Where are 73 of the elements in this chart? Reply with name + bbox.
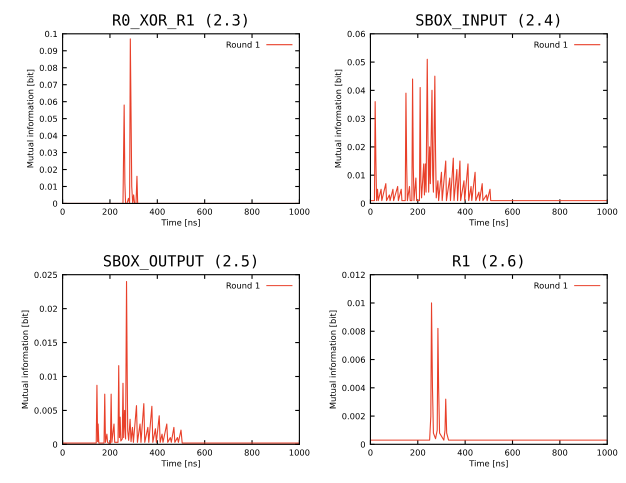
y-tick-label: 0.005 — [34, 407, 58, 414]
x-tick-label: 600 — [505, 208, 520, 215]
x-axis-title: Time [ns] — [469, 460, 508, 468]
y-tick-label: 0.02 — [40, 306, 57, 312]
legend-label: Round 1 — [534, 282, 568, 289]
x-tick-label: 1000 — [598, 208, 618, 215]
x-tick-label: 1000 — [290, 449, 310, 456]
y-axis-title: Mutual information [bit] — [22, 310, 30, 408]
y-tick-label: 0.03 — [348, 116, 365, 122]
x-tick-label: 800 — [552, 208, 568, 215]
y-tick-label: 0.02 — [348, 144, 365, 150]
x-tick-label: 600 — [197, 449, 212, 456]
x-tick-label: 600 — [197, 208, 212, 215]
y-tick-label: 0.01 — [348, 300, 365, 306]
x-tick-label: 0 — [60, 208, 65, 215]
chart-title: SBOX_OUTPUT (2.5) — [104, 254, 256, 270]
x-tick-label: 400 — [150, 208, 165, 215]
y-tick-label: 0.015 — [34, 340, 58, 346]
x-tick-label: 800 — [244, 449, 260, 456]
x-tick-label: 0 — [368, 449, 373, 456]
y-tick-label: 0.01 — [348, 172, 365, 178]
y-axis-title: Mutual information [bit] — [26, 70, 34, 168]
y-tick-label: 0.008 — [342, 328, 365, 335]
legend-label: Round 1 — [226, 282, 260, 289]
y-tick-label: 0.004 — [342, 384, 366, 392]
y-tick-label: 0.025 — [34, 272, 58, 278]
y-tick-label: 0.06 — [348, 30, 366, 38]
x-tick-label: 600 — [505, 449, 520, 456]
y-tick-label: 0.04 — [348, 87, 366, 94]
x-tick-label: 800 — [244, 208, 260, 215]
y-axis-title: Mutual information [bit] — [329, 310, 337, 408]
y-tick-label: 0.02 — [40, 166, 57, 173]
x-tick-label: 1000 — [598, 449, 618, 456]
line-series — [370, 302, 608, 441]
y-tick-label: 0.07 — [40, 82, 58, 88]
legend-label: Round 1 — [226, 41, 260, 48]
x-tick-label: 400 — [150, 449, 165, 456]
y-tick-label: 0.01 — [40, 373, 57, 380]
y-tick-label: 0.002 — [342, 413, 365, 420]
x-tick-label: 400 — [458, 208, 473, 215]
y-tick-label: 0.08 — [40, 64, 58, 72]
x-tick-label: 800 — [552, 449, 568, 456]
y-tick-label: 0.05 — [348, 59, 365, 66]
x-axis-title: Time [ns] — [469, 219, 508, 227]
legend-label: Round 1 — [534, 41, 568, 48]
x-tick-label: 200 — [102, 208, 118, 215]
y-tick-label: 0.09 — [40, 48, 58, 54]
x-tick-label: 0 — [368, 208, 373, 215]
chart-title: R1 (2.6) — [453, 254, 522, 268]
y-tick-label: 0.01 — [40, 183, 57, 190]
y-tick-label: 0.05 — [40, 116, 58, 122]
y-tick-label: 0.1 — [45, 30, 57, 38]
x-tick-label: 200 — [410, 449, 426, 456]
x-tick-label: 400 — [458, 449, 473, 456]
x-axis-title: Time [ns] — [161, 460, 200, 468]
line-series — [370, 58, 608, 202]
y-tick-label: 0 — [360, 200, 366, 207]
x-tick-label: 0 — [60, 449, 65, 456]
y-axis-title: Mutual information [bit] — [334, 70, 342, 168]
y-tick-label: 0.04 — [40, 132, 58, 139]
y-tick-label: 0.03 — [40, 150, 58, 156]
x-tick-label: 200 — [102, 449, 118, 456]
y-tick-label: 0 — [360, 441, 366, 448]
y-tick-label: 0 — [52, 441, 58, 448]
y-tick-label: 0.006 — [342, 356, 366, 363]
y-tick-label: 0.012 — [342, 272, 365, 278]
chart-title: R0_XOR_R1 (2.3) — [113, 14, 247, 30]
y-tick-label: 0.06 — [40, 98, 58, 105]
chart-title: SBOX_INPUT (2.4) — [416, 14, 560, 30]
x-tick-label: 200 — [410, 208, 426, 215]
x-tick-label: 1000 — [290, 208, 310, 215]
x-axis-title: Time [ns] — [161, 219, 200, 227]
y-tick-label: 0 — [52, 200, 58, 207]
